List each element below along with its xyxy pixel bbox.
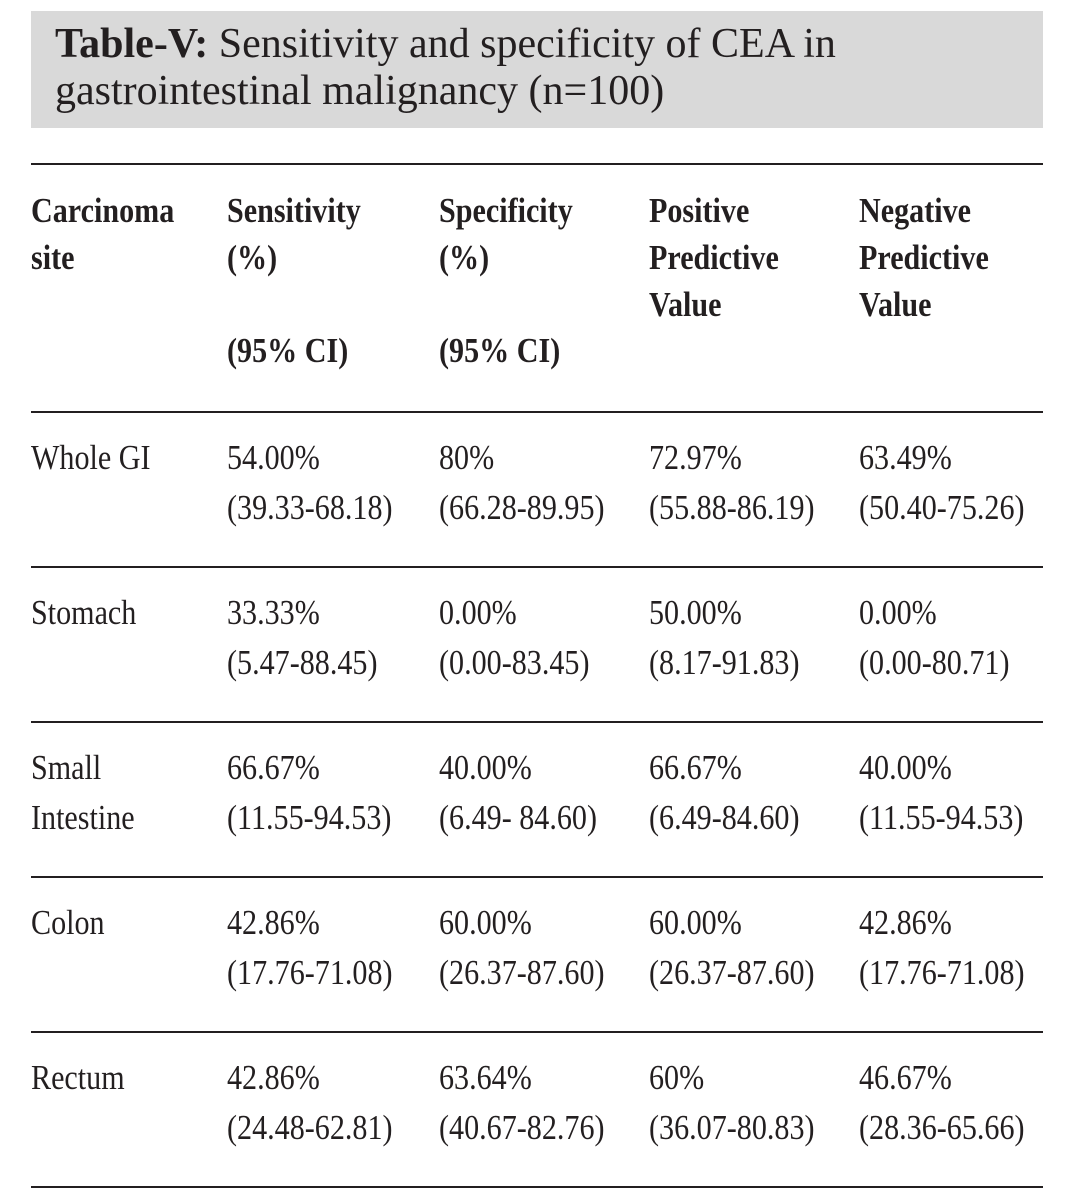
table-header-row: Carcinoma site Sensitivity (%) (95% CI) … xyxy=(31,164,1043,412)
npv-cell: 42.86% (17.76-71.08) xyxy=(859,903,1025,992)
site-cell: Small Intestine xyxy=(31,748,135,837)
caption-label: Table-V: xyxy=(55,21,209,67)
site-cell: Colon xyxy=(31,903,105,942)
sensitivity-cell: 54.00% (39.33-68.18) xyxy=(227,438,393,527)
header-positive-predictive-value: Positive Predictive Value xyxy=(649,191,779,324)
header-sensitivity: Sensitivity (%) (95% CI) xyxy=(227,164,409,412)
site-cell: Rectum xyxy=(31,1058,125,1097)
table-row: Stomach 33.33% (5.47-88.45) 0.00% (0.00-… xyxy=(31,567,1043,722)
npv-cell: 46.67% (28.36-65.66) xyxy=(859,1058,1025,1147)
ppv-cell: 72.97% (55.88-86.19) xyxy=(649,438,815,527)
table-row: Small Intestine 66.67% (11.55-94.53) 40.… xyxy=(31,722,1043,877)
npv-cell: 40.00% (11.55-94.53) xyxy=(859,748,1024,837)
table-row: Whole GI 54.00% (39.33-68.18) 80% (66.28… xyxy=(31,412,1043,567)
npv-cell: 63.49% (50.40-75.26) xyxy=(859,438,1025,527)
header-carcinoma-site: Carcinoma site xyxy=(31,191,175,277)
npv-cell: 0.00% (0.00-80.71) xyxy=(859,593,1010,682)
sensitivity-cell: 66.67% (11.55-94.53) xyxy=(227,748,392,837)
header-sensitivity-ci: (95% CI) xyxy=(227,331,349,370)
specificity-cell: 80% (66.28-89.95) xyxy=(439,438,605,527)
ppv-cell: 50.00% (8.17-91.83) xyxy=(649,593,800,682)
table-row: Rectum 42.86% (24.48-62.81) 63.64% (40.6… xyxy=(31,1032,1043,1187)
sensitivity-cell: 42.86% (24.48-62.81) xyxy=(227,1058,393,1147)
table-caption: Table-V: Sensitivity and specificity of … xyxy=(31,11,1043,128)
sensitivity-cell: 42.86% (17.76-71.08) xyxy=(227,903,393,992)
ppv-cell: 60.00% (26.37-87.60) xyxy=(649,903,815,992)
caption-text: Sensitivity and specificity of CEA in ga… xyxy=(55,21,836,114)
site-cell: Whole GI xyxy=(31,438,151,477)
specificity-cell: 63.64% (40.67-82.76) xyxy=(439,1058,605,1147)
table-row: Colon 42.86% (17.76-71.08) 60.00% (26.37… xyxy=(31,877,1043,1032)
ppv-cell: 66.67% (6.49-84.60) xyxy=(649,748,800,837)
header-negative-predictive-value: Negative Predictive Value xyxy=(859,191,989,324)
header-specificity-ci: (95% CI) xyxy=(439,331,561,370)
site-cell: Stomach xyxy=(31,593,137,632)
specificity-cell: 60.00% (26.37-87.60) xyxy=(439,903,605,992)
specificity-cell: 40.00% (6.49- 84.60) xyxy=(439,748,597,837)
results-table: Carcinoma site Sensitivity (%) (95% CI) … xyxy=(31,163,1043,1188)
header-specificity: Specificity (%) (95% CI) xyxy=(439,164,620,412)
sensitivity-cell: 33.33% (5.47-88.45) xyxy=(227,593,378,682)
ppv-cell: 60% (36.07-80.83) xyxy=(649,1058,815,1147)
specificity-cell: 0.00% (0.00-83.45) xyxy=(439,593,590,682)
